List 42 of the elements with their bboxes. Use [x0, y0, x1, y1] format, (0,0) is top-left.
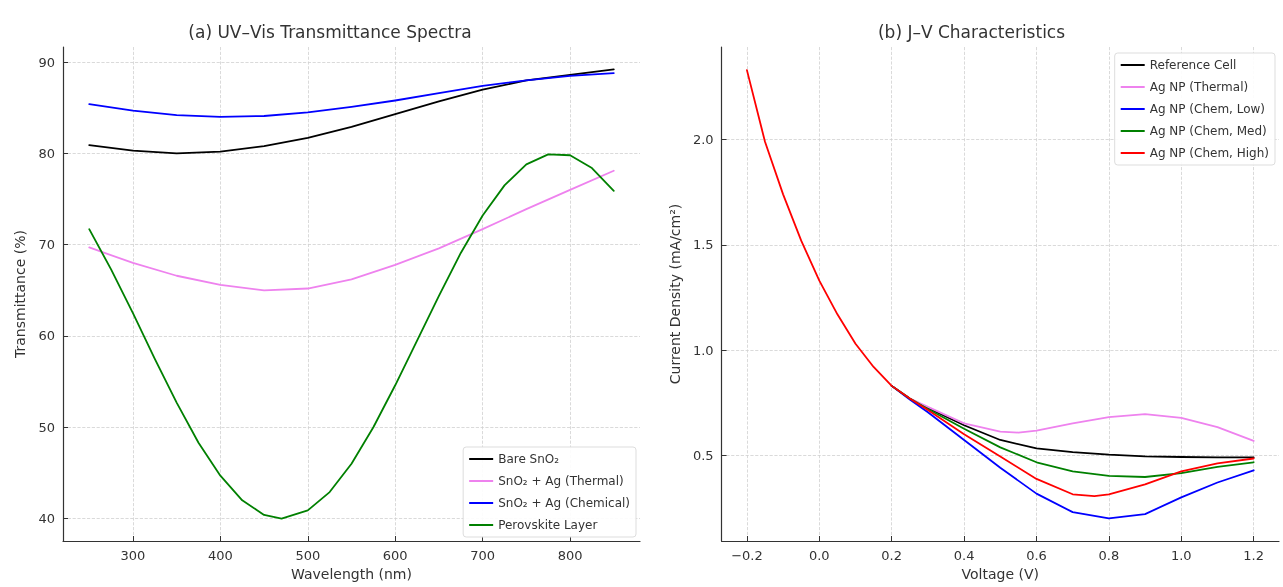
x-tick-label: 0.8 [1098, 548, 1120, 563]
x-tick-label: 1.2 [1243, 548, 1265, 563]
legend-label: Ag NP (Thermal) [1149, 80, 1249, 94]
x-axis-title: Voltage (V) [961, 565, 1040, 582]
y-tick-label: 0.5 [692, 447, 714, 463]
y-tick-label: 40 [38, 511, 55, 527]
x-tick-label: 300 [120, 548, 146, 563]
line-series [88, 68, 615, 155]
legend-label: Perovskite Layer [498, 518, 598, 532]
x-tick-label: 600 [382, 548, 408, 563]
y-tick-label: 1.5 [692, 237, 714, 253]
line-series [88, 169, 615, 292]
legend-label: Ag NP (Chem, High) [1149, 146, 1269, 160]
x-tick-label: 0.6 [1026, 548, 1047, 563]
y-axis-title: Transmittance (%) [12, 230, 28, 359]
y-tick-label: 2.0 [692, 132, 714, 148]
y-tick-label: 90 [38, 54, 55, 70]
x-tick-label: 800 [557, 548, 583, 563]
y-tick-label: 60 [38, 328, 55, 344]
line-series [88, 72, 615, 118]
chart-title: (a) UV–Vis Transmittance Spectra [188, 21, 472, 42]
y-tick-label: 50 [38, 419, 55, 435]
chart-title: (b) J–V Characteristics [877, 21, 1066, 42]
x-tick-label: 0.4 [953, 548, 975, 563]
y-tick-label: 1.0 [692, 342, 714, 358]
x-tick-label: 700 [470, 548, 496, 563]
x-tick-label: −0.2 [731, 548, 763, 563]
legend-label: Reference Cell [1149, 58, 1237, 72]
x-tick-label: 400 [207, 548, 233, 563]
legend-label: Ag NP (Chem, Low) [1149, 102, 1266, 116]
x-tick-label: 1.0 [1170, 548, 1192, 563]
y-tick-label: 70 [38, 237, 55, 253]
x-axis-title: Wavelength (nm) [291, 565, 412, 582]
x-tick-label: 0.2 [881, 548, 903, 563]
legend-label: SnO₂ + Ag (Thermal) [498, 474, 624, 488]
legend-label: Ag NP (Chem, Med) [1149, 124, 1267, 138]
y-tick-label: 80 [38, 145, 55, 161]
y-axis-title: Current Density (mA/cm²) [667, 203, 683, 385]
legend-label: Bare SnO₂ [498, 452, 560, 466]
legend-label: SnO₂ + Ag (Chemical) [498, 496, 630, 510]
x-tick-label: 0.0 [808, 548, 830, 563]
x-tick-label: 500 [295, 548, 321, 563]
